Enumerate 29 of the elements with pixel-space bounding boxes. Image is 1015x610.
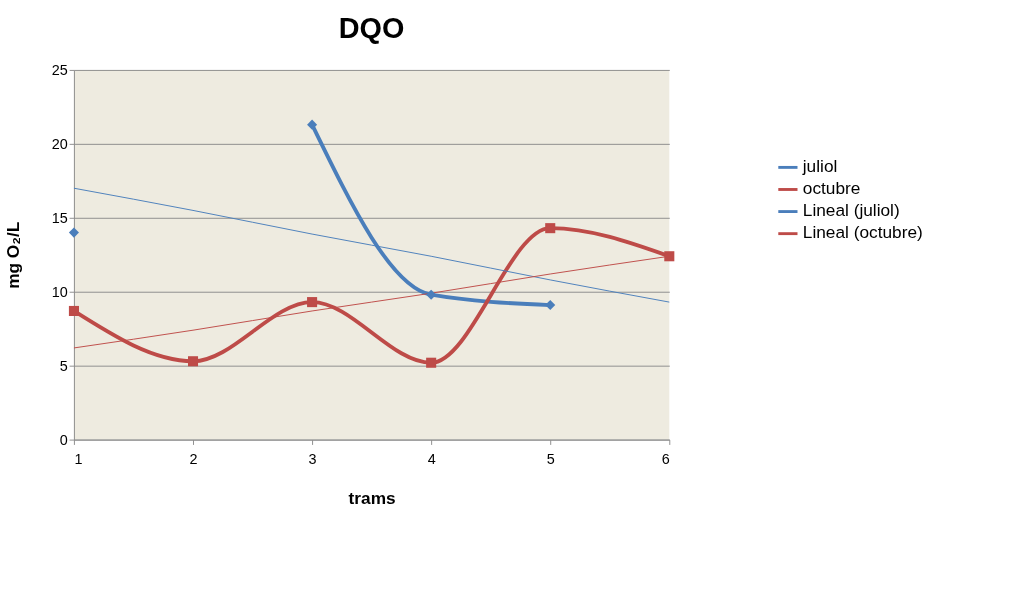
legend-label: Lineal (juliol) [802, 200, 900, 221]
point [426, 357, 437, 368]
x-tick-label: 3 [308, 451, 317, 468]
x-tick-label: 6 [661, 451, 670, 468]
point [307, 297, 318, 308]
point [68, 227, 79, 238]
x-axis-title: trams [348, 488, 396, 509]
point [187, 356, 199, 367]
y-axis-title: mg O₂/L [3, 221, 24, 289]
x-tick-label: 4 [427, 451, 436, 468]
point [307, 119, 318, 130]
legend-label: Lineal (octubre) [802, 222, 923, 243]
y-tick-label: 20 [51, 136, 68, 153]
point [426, 289, 437, 300]
y-tick-label: 0 [59, 431, 68, 448]
x-tick-label: 1 [74, 451, 83, 468]
y-tick-label: 15 [51, 210, 68, 227]
point [68, 305, 79, 317]
y-tick-label: 10 [51, 284, 68, 301]
legend-label: juliol [801, 156, 838, 177]
point [545, 223, 556, 234]
x-tick-label: 2 [189, 451, 198, 468]
legend-label: octubre [802, 178, 861, 199]
y-tick-label: 25 [51, 62, 68, 79]
chart-title: DQO [338, 12, 405, 45]
point [664, 251, 675, 262]
point [545, 300, 556, 311]
x-tick-label: 5 [546, 451, 555, 468]
y-tick-label: 5 [59, 357, 68, 374]
